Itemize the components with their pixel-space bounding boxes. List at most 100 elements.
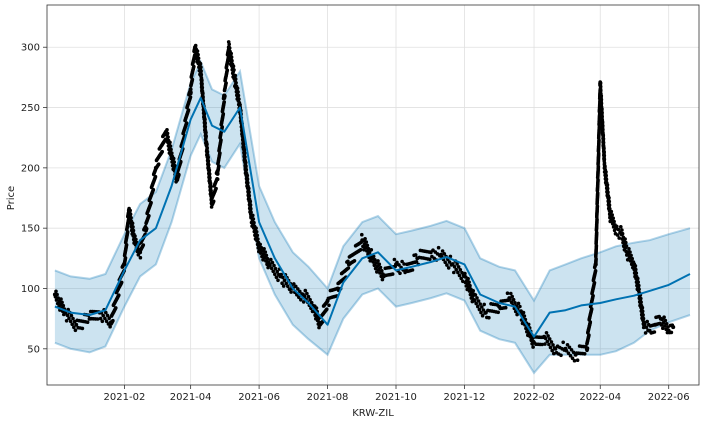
observed-point [209, 205, 214, 209]
observed-point [266, 265, 270, 270]
observed-point [254, 226, 258, 230]
observed-point [496, 310, 501, 315]
observed-point [130, 221, 135, 226]
observed-point [72, 325, 76, 330]
observed-point [601, 127, 605, 132]
observed-point [565, 343, 570, 347]
observed-point [208, 181, 213, 186]
observed-point [263, 250, 268, 254]
observed-point [247, 193, 252, 198]
observed-point [165, 128, 169, 132]
observed-point [457, 273, 462, 278]
observed-point [630, 256, 634, 261]
observed-point [516, 301, 521, 306]
y-tick-label: 50 [27, 344, 40, 355]
observed-point [377, 262, 382, 267]
observed-point [64, 319, 69, 323]
observed-point [173, 163, 177, 168]
observed-point [298, 289, 302, 294]
observed-point [390, 272, 395, 276]
observed-point [69, 313, 74, 318]
observed-point [591, 294, 595, 298]
observed-point [482, 302, 487, 307]
observed-point [306, 294, 311, 299]
observed-point [474, 301, 479, 306]
observed-point [287, 287, 292, 292]
observed-point [247, 190, 251, 194]
observed-point [234, 81, 238, 85]
observed-point [669, 330, 674, 335]
observed-point [252, 220, 256, 225]
observed-point [664, 322, 669, 326]
observed-point [567, 345, 572, 350]
x-tick-label: 2021-10 [375, 392, 417, 403]
observed-point [242, 142, 246, 146]
observed-point [125, 230, 130, 234]
observed-point [68, 319, 73, 324]
observed-point [640, 305, 645, 310]
observed-point [414, 260, 419, 264]
observed-point [617, 236, 621, 240]
observed-point [607, 196, 611, 200]
observed-point [284, 281, 289, 286]
observed-point [602, 153, 607, 158]
observed-point [596, 151, 601, 156]
x-tick-label: 2021-04 [170, 392, 212, 403]
observed-point [599, 101, 604, 106]
observed-point [428, 257, 432, 262]
observed-point [598, 84, 603, 89]
observed-point [641, 313, 645, 317]
observed-point [325, 307, 329, 312]
observed-point [205, 149, 210, 154]
observed-point [592, 281, 597, 285]
observed-point [273, 272, 277, 277]
observed-point [221, 112, 226, 116]
observed-point [128, 212, 133, 216]
observed-point [124, 243, 129, 247]
observed-point [575, 358, 580, 363]
observed-point [505, 291, 510, 296]
observed-point [395, 260, 399, 265]
observed-point [233, 73, 238, 78]
observed-point [198, 61, 203, 66]
observed-point [468, 283, 472, 288]
observed-point [188, 95, 193, 99]
observed-point [104, 310, 108, 315]
observed-point [156, 162, 161, 166]
observed-point [600, 107, 604, 111]
observed-point [282, 278, 287, 283]
observed-point [365, 243, 370, 248]
observed-point [254, 230, 259, 234]
observed-point [364, 240, 369, 244]
observed-point [378, 265, 383, 270]
observed-point [269, 257, 273, 262]
observed-point [481, 308, 486, 312]
observed-point [477, 307, 482, 312]
observed-point [170, 151, 174, 155]
observed-point [251, 217, 256, 221]
observed-point [242, 147, 247, 152]
observed-point [249, 206, 253, 211]
observed-point [609, 209, 614, 214]
observed-point [624, 240, 628, 245]
observed-point [168, 140, 172, 145]
observed-point [195, 49, 200, 53]
observed-point [346, 259, 350, 264]
observed-point [74, 322, 79, 327]
observed-point [95, 317, 100, 321]
observed-point [245, 177, 250, 181]
observed-point [604, 177, 609, 182]
observed-point [204, 130, 208, 135]
observed-point [598, 81, 603, 85]
observed-point [518, 304, 522, 309]
observed-point [358, 248, 363, 252]
observed-point [55, 292, 59, 297]
observed-point [596, 178, 600, 182]
observed-point [548, 345, 553, 350]
observed-point [177, 172, 181, 177]
observed-point [149, 200, 153, 205]
observed-point [279, 272, 284, 277]
observed-point [129, 216, 133, 220]
observed-point [147, 214, 151, 218]
observed-point [199, 69, 203, 73]
